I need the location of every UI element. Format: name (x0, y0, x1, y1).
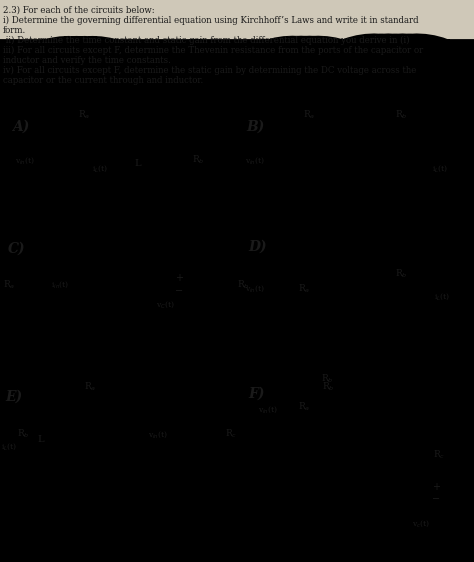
Text: L: L (37, 434, 44, 443)
Text: iii) For all circuits except F, determine the Thevenin resistance from the ports: iii) For all circuits except F, determin… (3, 46, 423, 55)
Text: F): F) (248, 387, 264, 401)
Text: form.: form. (3, 26, 26, 35)
Text: R$_a$: R$_a$ (84, 380, 96, 393)
Text: +: + (266, 148, 274, 158)
Text: −: − (266, 162, 274, 172)
Text: L: L (134, 158, 141, 167)
Text: +: + (432, 482, 440, 492)
Text: E): E) (5, 390, 22, 404)
Text: v$_{in}$(t): v$_{in}$(t) (258, 404, 278, 415)
Text: −: − (36, 162, 44, 172)
Text: R$_b$: R$_b$ (321, 373, 333, 385)
Text: R$_b$: R$_b$ (322, 380, 335, 393)
Text: R$_b$: R$_b$ (18, 428, 30, 440)
Text: −: − (432, 494, 440, 504)
Text: R$_a$: R$_a$ (303, 108, 315, 121)
Text: iv) For all circuits except F, determine the static gain by determining the DC v: iv) For all circuits except F, determine… (3, 66, 416, 75)
Text: R$_a$: R$_a$ (3, 279, 15, 291)
Text: v$_{in}$(t): v$_{in}$(t) (148, 428, 168, 439)
Text: i$_L$(t): i$_L$(t) (434, 291, 450, 302)
Text: D): D) (248, 240, 266, 254)
Text: i$_L$(t): i$_L$(t) (432, 162, 448, 174)
Text: −: − (175, 286, 183, 296)
Text: i$_L$(t): i$_L$(t) (1, 442, 17, 452)
Text: +: + (341, 417, 347, 423)
Text: 2.3) For each of the circuits below:: 2.3) For each of the circuits below: (3, 6, 155, 15)
Text: v$_{in}$(t): v$_{in}$(t) (245, 283, 265, 294)
Text: +: + (266, 277, 274, 287)
Text: −: − (264, 424, 272, 434)
Text: R$_b$: R$_b$ (395, 108, 408, 121)
Text: R$_a$: R$_a$ (78, 108, 90, 121)
Text: R$_b$: R$_b$ (237, 279, 250, 291)
Text: A): A) (12, 120, 29, 134)
Text: R$_b$: R$_b$ (395, 268, 408, 280)
Text: inductor and verify the time constants.: inductor and verify the time constants. (3, 56, 171, 65)
Text: R$_c$: R$_c$ (225, 428, 237, 440)
Text: i) Determine the governing differential equation using Kirchhoff’s Laws and writ: i) Determine the governing differential … (3, 16, 419, 25)
Text: C): C) (8, 242, 26, 256)
Text: ii) Determine the time constant and static gain from the differential equation y: ii) Determine the time constant and stat… (3, 36, 410, 45)
Text: +: + (175, 273, 183, 283)
Text: −: − (341, 427, 347, 433)
Text: v$_C$(t): v$_C$(t) (155, 299, 174, 310)
Text: v$_{in}$(t): v$_{in}$(t) (15, 155, 35, 165)
Text: +: + (36, 148, 44, 158)
Text: i$_{in}$(t): i$_{in}$(t) (51, 279, 70, 291)
Text: capacitor or the current through and inductor.: capacitor or the current through and ind… (3, 76, 203, 85)
Text: i$_L$(t): i$_L$(t) (92, 162, 108, 174)
Text: −: − (266, 291, 274, 301)
Text: +: + (126, 436, 134, 445)
Text: v$_c$(t): v$_c$(t) (412, 518, 430, 529)
Text: v$_{in}$(t): v$_{in}$(t) (245, 155, 265, 165)
Text: R$_a$: R$_a$ (298, 282, 310, 294)
Text: +: + (264, 436, 272, 446)
Text: −: − (126, 423, 134, 433)
Text: B): B) (246, 120, 264, 134)
Text: R$_b$: R$_b$ (192, 154, 205, 166)
Text: R$_a$: R$_a$ (298, 401, 310, 413)
Text: R$_c$: R$_c$ (433, 448, 445, 461)
